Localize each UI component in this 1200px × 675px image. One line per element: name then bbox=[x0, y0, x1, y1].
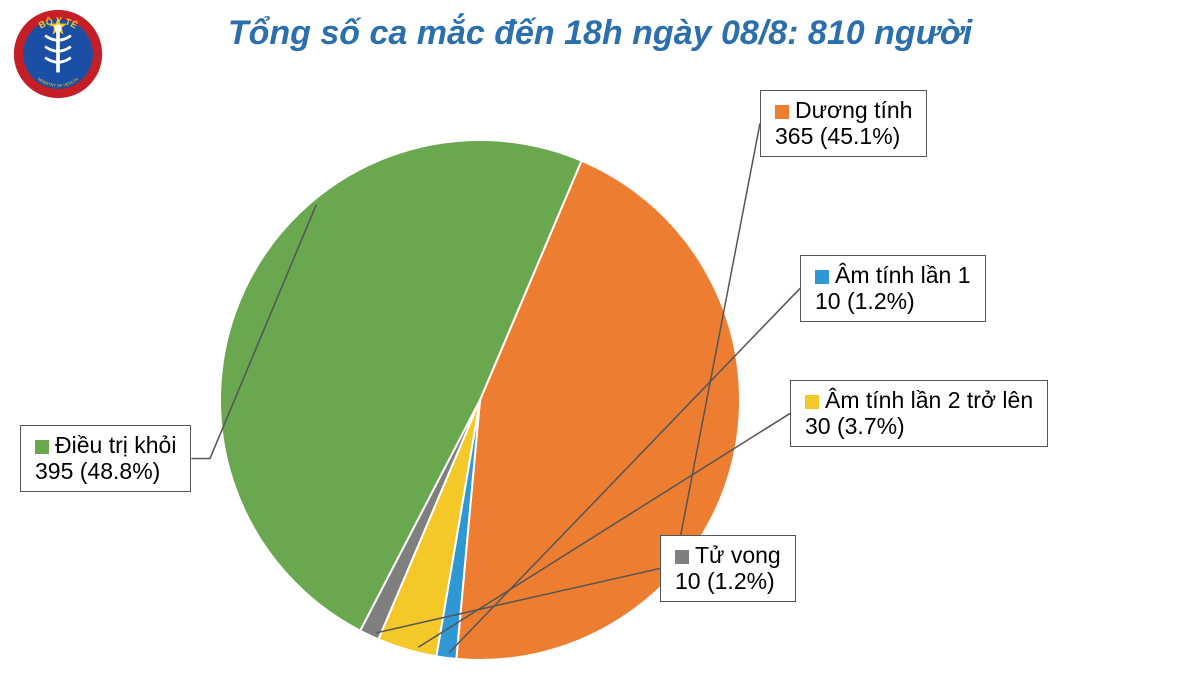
swatch-am_tinh_1-icon bbox=[815, 270, 829, 284]
label-text-duong_tinh: Dương tính bbox=[795, 97, 912, 123]
label-value-dieu_tri: 395 (48.8%) bbox=[35, 458, 160, 484]
label-text-am_tinh_1: Âm tính lần 1 bbox=[835, 262, 971, 288]
label-value-duong_tinh: 365 (45.1%) bbox=[775, 123, 900, 149]
label-tu_vong: Tử vong10 (1.2%) bbox=[660, 535, 796, 602]
label-am_tinh_1: Âm tính lần 110 (1.2%) bbox=[800, 255, 986, 322]
label-value-am_tinh_2: 30 (3.7%) bbox=[805, 413, 905, 439]
label-duong_tinh: Dương tính365 (45.1%) bbox=[760, 90, 927, 157]
label-am_tinh_2: Âm tính lần 2 trở lên30 (3.7%) bbox=[790, 380, 1048, 447]
chart-title: Tổng số ca mắc đến 18h ngày 08/8: 810 ng… bbox=[0, 14, 1200, 53]
swatch-dieu_tri-icon bbox=[35, 440, 49, 454]
swatch-am_tinh_2-icon bbox=[805, 395, 819, 409]
swatch-duong_tinh-icon bbox=[775, 105, 789, 119]
label-dieu_tri: Điều trị khỏi395 (48.8%) bbox=[20, 425, 191, 492]
pie-chart: Dương tính365 (45.1%)Âm tính lần 110 (1.… bbox=[0, 80, 1200, 675]
label-text-dieu_tri: Điều trị khỏi bbox=[55, 432, 176, 458]
label-value-tu_vong: 10 (1.2%) bbox=[675, 568, 775, 594]
label-value-am_tinh_1: 10 (1.2%) bbox=[815, 288, 915, 314]
swatch-tu_vong-icon bbox=[675, 550, 689, 564]
label-text-tu_vong: Tử vong bbox=[695, 542, 781, 568]
label-text-am_tinh_2: Âm tính lần 2 trở lên bbox=[825, 387, 1033, 413]
